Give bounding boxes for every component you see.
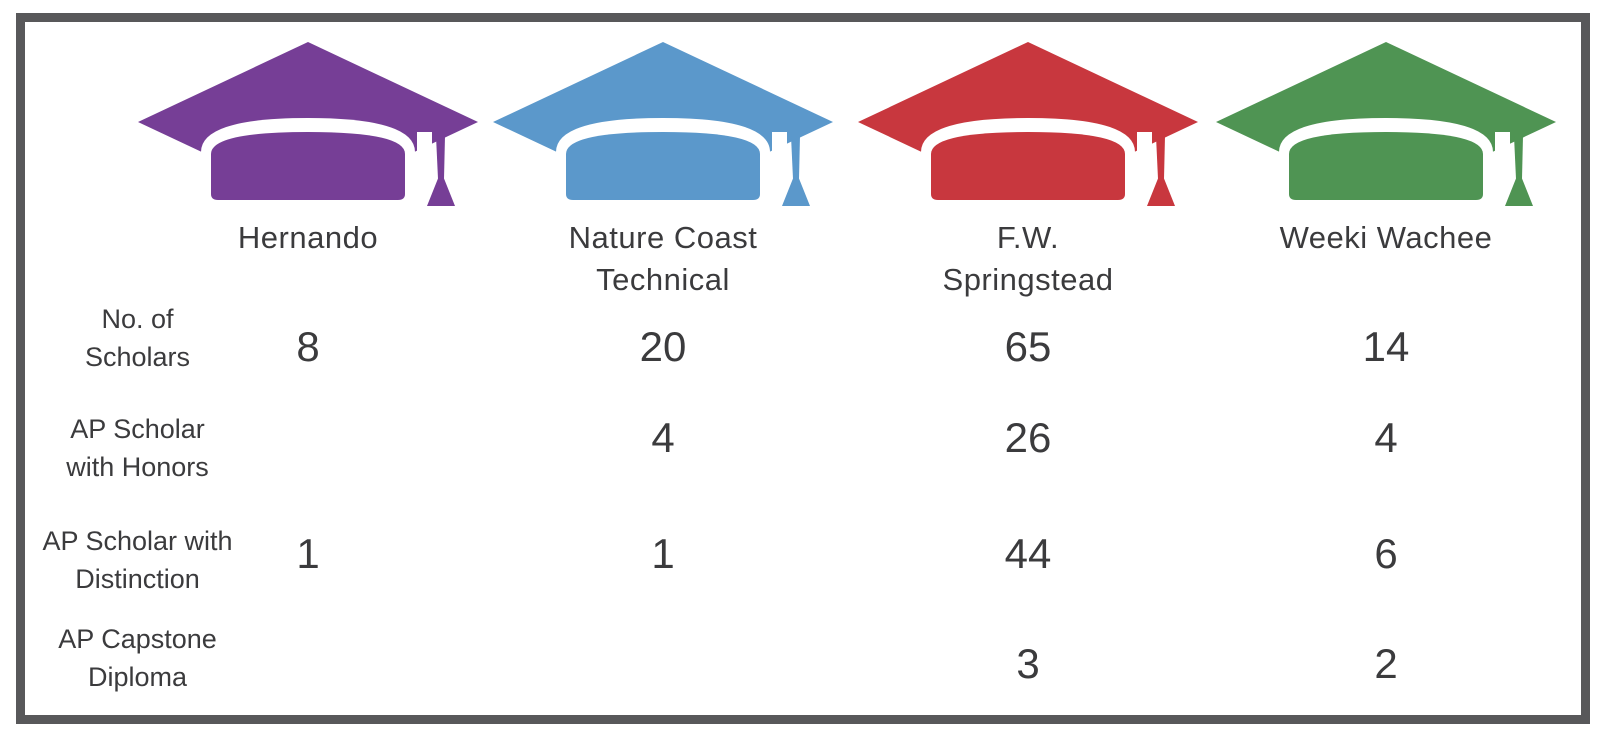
row-label-ap-scholar-distinction: AP Scholar with Distinction [25, 522, 250, 598]
row-label-ap-capstone-diploma: AP Capstone Diploma [25, 620, 250, 696]
cell-capstone-weeki-wachee: 2 [1374, 640, 1398, 687]
column-header-hernando: Hernando [138, 217, 478, 259]
table-border-frame [16, 13, 1590, 724]
column-header-line: Nature Coast [568, 220, 758, 255]
column-header-nature-coast: Nature Coast Technical [493, 217, 833, 301]
row-label-line: Distinction [75, 564, 200, 594]
row-label-ap-scholar-honors: AP Scholar with Honors [25, 410, 250, 486]
cell-honors-weeki-wachee: 4 [1374, 414, 1398, 461]
column-header-line: Weeki Wachee [1279, 220, 1493, 255]
row-label-line: Diploma [87, 662, 188, 692]
cell-honors-springstead: 26 [1004, 414, 1052, 461]
cell-distinction-springstead: 44 [1004, 530, 1052, 577]
row-label-line: No. of [101, 304, 174, 334]
graduation-cap-icon-springstead [858, 42, 1198, 210]
cell-honors-hernando [208, 413, 408, 463]
cell-scholars-nature-coast: 20 [639, 323, 687, 370]
row-label-line: Scholars [84, 342, 191, 372]
column-header-springstead: F.W. Springstead [858, 217, 1198, 301]
graduation-cap-icon-hernando [138, 42, 478, 210]
cell-distinction-nature-coast: 1 [651, 530, 675, 577]
cell-honors-nature-coast: 4 [651, 414, 675, 461]
cell-scholars-springstead: 65 [1004, 323, 1052, 370]
row-label-line: AP Scholar with [42, 526, 233, 556]
row-label-line: with Honors [66, 452, 209, 482]
cell-capstone-nature-coast [563, 639, 763, 689]
column-header-line: Hernando [237, 220, 379, 255]
cell-capstone-springstead: 3 [1016, 640, 1040, 687]
row-label-no-of-scholars: No. of Scholars [25, 300, 250, 376]
cell-scholars-hernando: 8 [296, 323, 320, 370]
graduation-cap-icon [138, 42, 478, 210]
graduation-cap-icon-weeki-wachee [1216, 42, 1556, 210]
column-header-weeki-wachee: Weeki Wachee [1216, 217, 1556, 259]
cell-scholars-weeki-wachee: 14 [1362, 323, 1410, 370]
column-header-line: F.W. [996, 220, 1060, 255]
cell-distinction-hernando: 1 [296, 530, 320, 577]
column-header-line: Technical [596, 262, 730, 297]
column-header-line: Springstead [942, 262, 1114, 297]
row-label-line: AP Capstone [58, 624, 217, 654]
graduation-cap-icon [1216, 42, 1556, 210]
graduation-cap-icon-nature-coast [493, 42, 833, 210]
cell-distinction-weeki-wachee: 6 [1374, 530, 1398, 577]
cell-capstone-hernando [208, 639, 408, 689]
row-label-line: AP Scholar [70, 414, 205, 444]
graduation-cap-icon [493, 42, 833, 210]
graduation-cap-icon [858, 42, 1198, 210]
